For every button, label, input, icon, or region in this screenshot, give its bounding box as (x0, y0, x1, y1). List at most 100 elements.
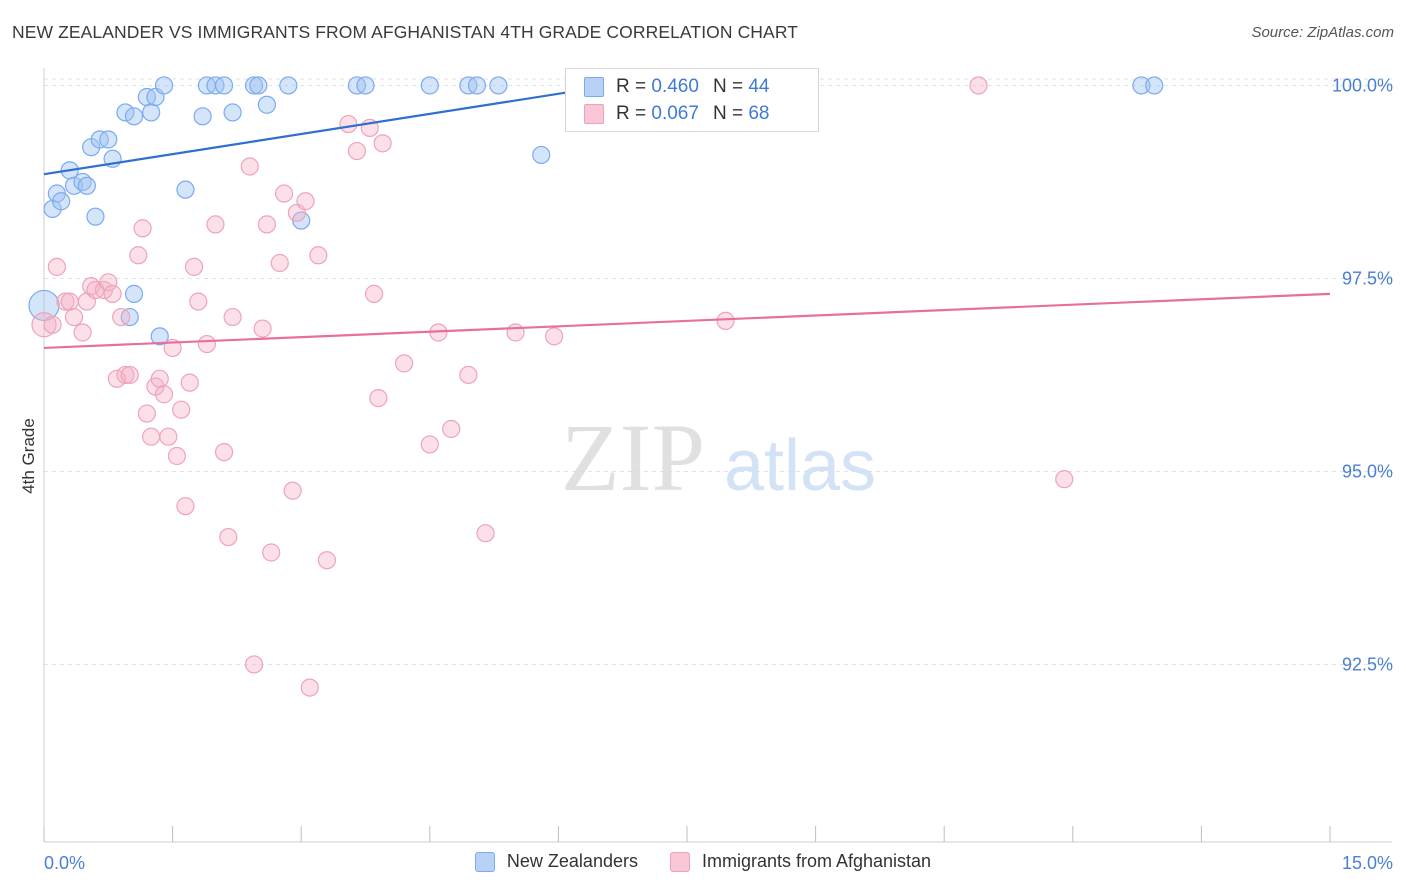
data-point (223, 103, 242, 122)
data-point (124, 107, 144, 126)
data-point (467, 76, 487, 95)
data-point (129, 246, 148, 265)
data-point (317, 551, 337, 570)
legend-row-afghanistan: R = 0.067 N = 68 (584, 102, 769, 126)
data-point (43, 315, 62, 334)
data-point (28, 289, 60, 322)
tick-labels: 92.5% 95.0% 97.5% 100.0% 0.0% 15.0% (44, 75, 1393, 873)
data-point (60, 292, 79, 311)
bottom-legend: New Zealanders Immigrants from Afghanist… (0, 851, 1406, 872)
data-point (150, 327, 169, 346)
data-point (180, 373, 199, 392)
data-point (339, 114, 358, 134)
legend-label-afghanistan: Immigrants from Afghanistan (701, 851, 932, 871)
trend-line (43, 292, 1331, 350)
legend-r-value-blue: 0.460 (651, 76, 699, 97)
legend-n-value-pink: 68 (748, 103, 770, 124)
legend-r-value-pink: 0.067 (651, 103, 699, 124)
data-point (373, 134, 392, 153)
data-point (394, 354, 414, 373)
data-point (1132, 76, 1151, 95)
data-point (120, 365, 139, 385)
chart-title: NEW ZEALANDER VS IMMIGRANTS FROM AFGHANI… (12, 22, 799, 42)
legend-n-value-blue: 44 (748, 76, 770, 97)
data-point (270, 253, 289, 273)
legend-n-label: N = (712, 76, 744, 97)
data-point (112, 307, 131, 327)
legend-item-afghanistan[interactable]: Immigrants from Afghanistan (669, 851, 932, 872)
data-point (214, 76, 234, 95)
data-point (159, 427, 178, 446)
legend-item-new-zealanders[interactable]: New Zealanders (474, 851, 638, 872)
legend-swatch-blue (474, 851, 495, 872)
data-point (420, 76, 439, 95)
legend-label-new-zealanders: New Zealanders (506, 851, 638, 871)
data-point (296, 192, 315, 211)
data-point (420, 435, 439, 454)
legend-n-label: N = (712, 103, 744, 124)
watermark-atlas: atlas (724, 426, 876, 506)
data-point (476, 524, 495, 543)
data-point (279, 76, 298, 95)
data-point (137, 404, 156, 423)
data-point (532, 145, 551, 165)
data-point (154, 385, 174, 404)
data-point (459, 365, 478, 385)
data-point (189, 292, 208, 311)
data-point (206, 215, 225, 234)
y-tick-label: 95.0% (1342, 461, 1393, 481)
data-point (64, 307, 84, 327)
legend-swatch-blue (584, 77, 604, 97)
data-point (257, 215, 277, 234)
data-point (73, 323, 92, 342)
y-tick-label: 100.0% (1332, 75, 1393, 95)
data-point (154, 76, 174, 95)
data-point (184, 257, 204, 276)
data-point (257, 95, 277, 114)
data-point (223, 307, 242, 327)
data-point (249, 76, 268, 95)
legend-r-label: R = (616, 76, 647, 97)
data-point (969, 76, 988, 95)
y-axis-label: 4th Grade (19, 418, 38, 494)
data-point (506, 323, 525, 342)
source-label: Source: ZipAtlas.com (1251, 24, 1394, 41)
trend-line (43, 76, 662, 176)
data-point (176, 497, 195, 516)
data-point (116, 103, 135, 122)
data-point (442, 419, 461, 439)
data-point (545, 327, 564, 346)
data-point (214, 443, 234, 462)
data-point (124, 284, 144, 303)
x-tick-label: 0.0% (44, 853, 85, 873)
data-point (167, 446, 186, 466)
data-point (172, 400, 191, 419)
data-point (56, 292, 75, 311)
data-point (356, 76, 375, 95)
legend-r-label: R = (616, 103, 647, 124)
data-point (142, 427, 161, 446)
data-point (489, 76, 508, 95)
data-point (253, 319, 272, 338)
data-point (309, 246, 328, 265)
data-point (219, 527, 238, 547)
data-point (77, 176, 96, 195)
watermark: ZIP atlas (561, 404, 876, 511)
data-point (52, 192, 71, 211)
axes (43, 68, 1392, 843)
data-point (1145, 76, 1164, 95)
data-point (244, 76, 264, 95)
watermark-zip: ZIP (561, 404, 705, 511)
data-point (150, 369, 169, 388)
data-point (283, 481, 302, 500)
data-point (1055, 470, 1074, 489)
data-point (347, 141, 367, 161)
x-tick-label: 15.0% (1342, 853, 1393, 873)
data-point (716, 311, 735, 330)
data-point (193, 107, 212, 126)
data-point (142, 103, 161, 122)
legend-swatch-pink (584, 104, 604, 124)
data-points (28, 76, 1164, 697)
data-point (99, 273, 118, 292)
